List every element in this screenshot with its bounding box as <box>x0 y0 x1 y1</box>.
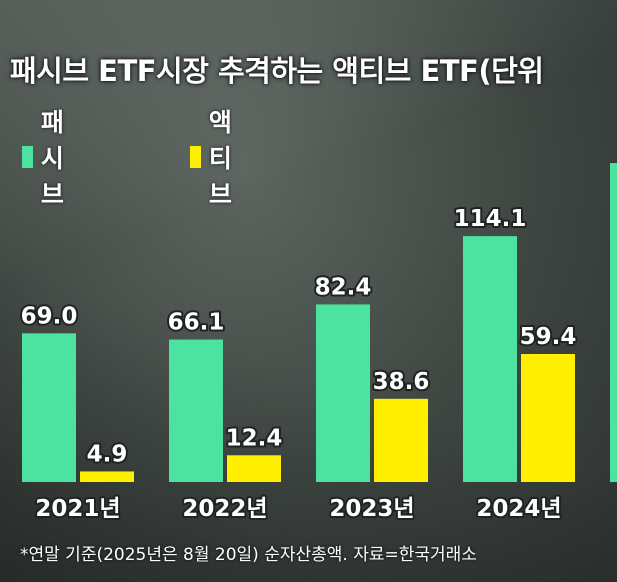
x-tick-label-2: 2023년 <box>329 496 414 522</box>
bar-passive-0 <box>22 333 76 482</box>
value-label-active-0: 4.9 <box>87 441 128 467</box>
legend-label-passive: 패시브 <box>40 108 64 209</box>
chart-title: 패시브 ETF시장 추격하는 액티브 ETF(단위 <box>10 54 544 88</box>
bar-passive-1 <box>169 339 223 482</box>
legend-label-active: 액티브 <box>208 108 232 209</box>
value-label-passive-3: 114.1 <box>454 206 527 232</box>
bar-active-2 <box>374 398 428 482</box>
value-label-active-1: 12.4 <box>226 425 283 451</box>
bar-passive-2 <box>316 304 370 482</box>
bar-active-3 <box>521 354 575 482</box>
x-tick-label-3: 2024년 <box>476 496 561 522</box>
x-tick-label-1: 2022년 <box>182 496 267 522</box>
legend-item-active: 액티브 <box>190 103 243 211</box>
bar-passive-4 <box>610 163 617 483</box>
bar-active-1 <box>227 455 281 482</box>
value-label-passive-0: 69.0 <box>21 303 78 329</box>
footnote: *연말 기준(2025년은 8월 20일) 순자산총액. 자료=한국거래소 <box>20 545 477 565</box>
bar-passive-3 <box>463 236 517 482</box>
value-label-active-2: 38.6 <box>373 369 430 395</box>
legend-item-passive: 패시브 <box>22 103 75 211</box>
legend-swatch-active <box>190 146 201 168</box>
value-label-passive-1: 66.1 <box>168 310 225 336</box>
bar-active-0 <box>80 471 134 482</box>
legend-swatch-passive <box>22 146 33 168</box>
x-tick-label-0: 2021년 <box>35 496 120 522</box>
value-label-active-3: 59.4 <box>520 324 577 350</box>
value-label-passive-2: 82.4 <box>315 274 372 300</box>
